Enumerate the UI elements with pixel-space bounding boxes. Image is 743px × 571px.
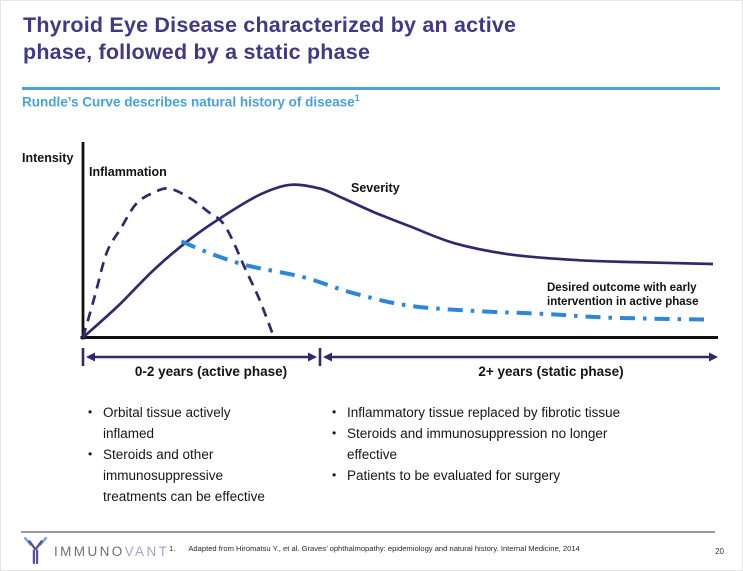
subtitle-footnote-ref: 1	[354, 93, 360, 103]
title-divider	[22, 87, 720, 90]
logo-text-immuno: IMMUNO	[54, 543, 125, 559]
bullet-line: immunosuppressive	[103, 468, 224, 483]
arrowhead	[323, 352, 332, 362]
list-item: Patients to be evaluated for surgery	[329, 465, 620, 486]
logo-text-vant: VANT	[124, 543, 170, 559]
bullet-line: Inflammatory tissue replaced by fibrotic…	[347, 405, 621, 420]
page-number: 20	[715, 547, 724, 556]
bullet-line: inflamed	[103, 426, 155, 441]
immunovant-logo: IMMUNOVANT	[22, 536, 169, 566]
bullet-line: Orbital tissue actively	[103, 405, 231, 420]
footnote-text: Adapted from Hiromatsu Y., et al. Graves…	[188, 544, 580, 553]
page-title-line1: Thyroid Eye Disease characterized by an …	[23, 13, 517, 37]
inflammation-curve	[81, 187, 274, 338]
bullet-line: Steroids and immunosuppression no longer	[347, 426, 608, 441]
desired-outcome-series-label: Desired outcome with early intervention …	[547, 282, 698, 309]
bullet-line: effective	[347, 447, 398, 462]
desired-outcome-label-line2: intervention in active phase	[547, 295, 699, 308]
list-item: Inflammatory tissue replaced by fibrotic…	[329, 402, 620, 423]
arrowhead	[308, 352, 317, 362]
page-title-line2: phase, followed by a static phase	[23, 40, 371, 64]
footnote-number: 1.	[169, 544, 176, 553]
footnote: 1. Adapted from Hiromatsu Y., et al. Grav…	[169, 544, 580, 553]
static-phase-bullet-list: Inflammatory tissue replaced by fibrotic…	[329, 402, 620, 486]
arrowhead	[86, 352, 95, 362]
active-phase-axis-label: 0-2 years (active phase)	[134, 364, 288, 379]
subtitle-text: Rundle’s Curve describes natural history…	[22, 94, 355, 110]
list-item: Steroids and other immunosuppressive tre…	[85, 444, 265, 507]
y-axis-label: Intensity	[22, 151, 74, 165]
bullet-line: Patients to be evaluated for surgery	[347, 468, 561, 483]
desired-curve	[180, 239, 708, 322]
active-phase-bullet-list: Orbital tissue actively inflamed Steroid…	[85, 402, 265, 507]
slide-subtitle: Rundle’s Curve describes natural history…	[22, 93, 360, 110]
list-item: Orbital tissue actively inflamed	[85, 402, 265, 444]
static-phase-axis-label: 2+ years (static phase)	[478, 364, 624, 379]
footer-divider	[21, 531, 715, 533]
desired-outcome-label-line1: Desired outcome with early	[547, 282, 697, 294]
logo-wordmark: IMMUNOVANT	[54, 544, 169, 559]
inflammation-series-label: Inflammation	[89, 165, 167, 179]
antibody-icon	[24, 537, 47, 565]
arrowhead	[709, 352, 718, 362]
bullet-line: Steroids and other	[103, 447, 214, 462]
severity-curve	[82, 183, 714, 339]
bullet-line: treatments can be effective	[103, 489, 265, 504]
page-title: Thyroid Eye Disease characterized by an …	[23, 12, 516, 66]
list-item: Steroids and immunosuppression no longer…	[329, 423, 620, 465]
severity-series-label: Severity	[351, 181, 400, 195]
